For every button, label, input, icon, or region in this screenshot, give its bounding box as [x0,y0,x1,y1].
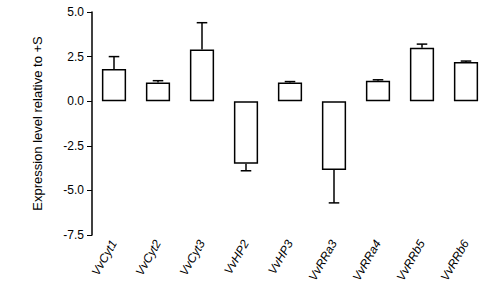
svg-text:-2.5: -2.5 [63,139,84,153]
svg-text:VvHP3: VvHP3 [265,237,296,277]
svg-text:5.0: 5.0 [67,5,84,19]
svg-text:VvRRa3: VvRRa3 [306,237,341,283]
svg-text:-5.0: -5.0 [63,183,84,197]
svg-text:VvCyt1: VvCyt1 [89,237,120,277]
svg-text:VvRRa4: VvRRa4 [350,237,385,283]
svg-text:2.5: 2.5 [67,50,84,64]
svg-text:0.0: 0.0 [67,94,84,108]
svg-text:VvRRb6: VvRRb6 [438,237,473,283]
svg-text:VvCyt3: VvCyt3 [177,237,209,278]
svg-text:VvHP2: VvHP2 [221,237,252,277]
svg-text:-7.5: -7.5 [63,228,84,242]
svg-text:VvRRb5: VvRRb5 [394,237,429,283]
svg-text:VvCyt2: VvCyt2 [133,237,165,278]
svg-text:Expression level relative to +: Expression level relative to +S [30,36,45,211]
